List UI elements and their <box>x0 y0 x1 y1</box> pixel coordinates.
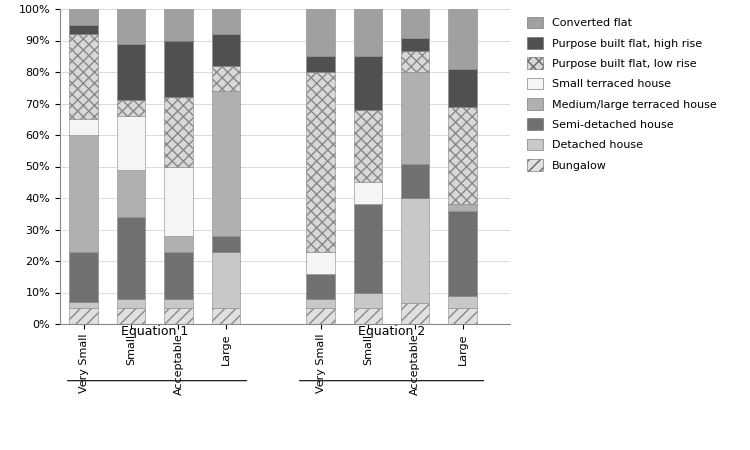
Bar <box>70 302 98 308</box>
Bar <box>306 252 334 274</box>
Bar <box>354 308 382 324</box>
Bar <box>354 292 382 308</box>
Bar <box>164 252 193 299</box>
Bar <box>70 308 98 324</box>
Bar <box>401 9 430 38</box>
Bar <box>306 72 334 252</box>
Bar <box>306 299 334 308</box>
Bar <box>117 9 146 44</box>
Bar <box>164 299 193 308</box>
Bar <box>70 135 98 252</box>
Bar <box>211 308 240 324</box>
Bar <box>117 100 146 116</box>
Bar <box>164 9 193 40</box>
Bar <box>117 170 146 217</box>
Bar <box>401 164 430 198</box>
Bar <box>211 91 240 236</box>
Bar <box>401 303 430 324</box>
Bar <box>117 116 146 170</box>
Bar <box>211 66 240 91</box>
Bar <box>306 56 334 72</box>
Bar <box>448 296 477 308</box>
Bar <box>354 9 382 56</box>
Bar <box>306 308 334 324</box>
Bar <box>164 308 193 324</box>
Bar <box>448 9 477 69</box>
Bar <box>448 211 477 296</box>
Bar <box>354 182 382 204</box>
Legend: Converted flat, Purpose built flat, high rise, Purpose built flat, low rise, Sma: Converted flat, Purpose built flat, high… <box>524 14 719 173</box>
Bar <box>70 9 98 25</box>
Bar <box>448 107 477 204</box>
Bar <box>401 51 430 72</box>
Bar <box>164 236 193 252</box>
Text: Equation 2: Equation 2 <box>358 325 425 338</box>
Bar <box>211 252 240 308</box>
Text: Equation 1: Equation 1 <box>121 325 188 338</box>
Bar <box>211 34 240 66</box>
Bar <box>401 72 430 164</box>
Bar <box>70 119 98 135</box>
Bar <box>448 308 477 324</box>
Bar <box>70 34 98 119</box>
Bar <box>164 97 193 166</box>
Bar <box>401 198 430 303</box>
Bar <box>306 274 334 299</box>
Bar <box>164 166 193 236</box>
Bar <box>354 204 382 292</box>
Bar <box>70 25 98 34</box>
Bar <box>211 236 240 252</box>
Bar <box>164 40 193 97</box>
Bar <box>401 38 430 51</box>
Bar <box>117 217 146 299</box>
Bar <box>448 69 477 107</box>
Bar <box>117 299 146 308</box>
Bar <box>117 308 146 324</box>
Bar <box>211 9 240 34</box>
Bar <box>306 9 334 56</box>
Bar <box>448 204 477 211</box>
Bar <box>354 110 382 182</box>
Bar <box>70 252 98 302</box>
Bar <box>354 56 382 110</box>
Bar <box>117 44 146 100</box>
